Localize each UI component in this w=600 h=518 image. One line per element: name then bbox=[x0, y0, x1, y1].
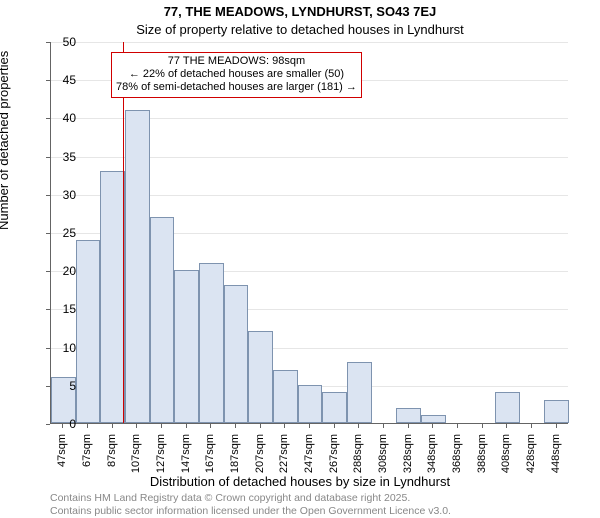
histogram-bar bbox=[150, 217, 175, 423]
xtick-mark bbox=[556, 424, 557, 428]
ytick-mark bbox=[46, 195, 50, 196]
ytick-mark bbox=[46, 42, 50, 43]
xtick-mark bbox=[235, 424, 236, 428]
xtick-mark bbox=[383, 424, 384, 428]
xtick-mark bbox=[284, 424, 285, 428]
xtick-mark bbox=[186, 424, 187, 428]
ytick-label: 50 bbox=[54, 35, 76, 49]
ytick-label: 5 bbox=[54, 379, 76, 393]
chart-title-main: 77, THE MEADOWS, LYNDHURST, SO43 7EJ bbox=[0, 4, 600, 19]
xtick-mark bbox=[87, 424, 88, 428]
xtick-mark bbox=[210, 424, 211, 428]
ytick-label: 20 bbox=[54, 264, 76, 278]
histogram-bar bbox=[495, 392, 520, 423]
xtick-mark bbox=[408, 424, 409, 428]
xtick-mark bbox=[432, 424, 433, 428]
ytick-mark bbox=[46, 348, 50, 349]
xtick-mark bbox=[112, 424, 113, 428]
histogram-bar bbox=[199, 263, 224, 423]
info-box: 77 THE MEADOWS: 98sqm← 22% of detached h… bbox=[111, 52, 362, 98]
histogram-bar bbox=[298, 385, 323, 423]
credits-line1: Contains HM Land Registry data © Crown c… bbox=[50, 492, 410, 504]
ytick-label: 45 bbox=[54, 73, 76, 87]
ytick-mark bbox=[46, 118, 50, 119]
ytick-label: 40 bbox=[54, 111, 76, 125]
ytick-mark bbox=[46, 271, 50, 272]
histogram-bar bbox=[273, 370, 298, 423]
xtick-mark bbox=[531, 424, 532, 428]
ytick-mark bbox=[46, 386, 50, 387]
histogram-bar bbox=[224, 285, 249, 423]
ytick-mark bbox=[46, 424, 50, 425]
credits: Contains HM Land Registry data © Crown c… bbox=[50, 492, 451, 518]
xtick-mark bbox=[457, 424, 458, 428]
y-axis-label: Number of detached properties bbox=[0, 51, 11, 230]
info-line2: ← 22% of detached houses are smaller (50… bbox=[129, 68, 344, 80]
xtick-mark bbox=[309, 424, 310, 428]
histogram-bar bbox=[396, 408, 421, 423]
chart-title-sub: Size of property relative to detached ho… bbox=[0, 22, 600, 37]
ytick-mark bbox=[46, 157, 50, 158]
gridline bbox=[51, 42, 568, 43]
xtick-mark bbox=[358, 424, 359, 428]
xtick-mark bbox=[260, 424, 261, 428]
xtick-mark bbox=[334, 424, 335, 428]
histogram-bar bbox=[322, 392, 347, 423]
xtick-mark bbox=[62, 424, 63, 428]
plot-area: 77 THE MEADOWS: 98sqm← 22% of detached h… bbox=[50, 42, 568, 424]
histogram-bar bbox=[174, 270, 199, 423]
xtick-mark bbox=[161, 424, 162, 428]
histogram-bar bbox=[421, 415, 446, 423]
xtick-mark bbox=[136, 424, 137, 428]
ytick-label: 0 bbox=[54, 417, 76, 431]
histogram-bar bbox=[248, 331, 273, 423]
ytick-label: 35 bbox=[54, 150, 76, 164]
info-line1: 77 THE MEADOWS: 98sqm bbox=[168, 55, 305, 67]
xtick-mark bbox=[506, 424, 507, 428]
ytick-label: 15 bbox=[54, 302, 76, 316]
ytick-mark bbox=[46, 80, 50, 81]
x-axis-label: Distribution of detached houses by size … bbox=[0, 474, 600, 489]
ytick-label: 10 bbox=[54, 341, 76, 355]
ytick-mark bbox=[46, 233, 50, 234]
info-line3: 78% of semi-detached houses are larger (… bbox=[116, 81, 357, 93]
histogram-bar bbox=[100, 171, 125, 423]
histogram-bar bbox=[347, 362, 372, 423]
ytick-label: 25 bbox=[54, 226, 76, 240]
histogram-bar bbox=[125, 110, 150, 423]
xtick-mark bbox=[482, 424, 483, 428]
credits-line2: Contains public sector information licen… bbox=[50, 505, 451, 517]
histogram-bar bbox=[544, 400, 569, 423]
ytick-mark bbox=[46, 309, 50, 310]
ytick-label: 30 bbox=[54, 188, 76, 202]
marker-line bbox=[123, 42, 124, 423]
histogram-bar bbox=[76, 240, 101, 423]
